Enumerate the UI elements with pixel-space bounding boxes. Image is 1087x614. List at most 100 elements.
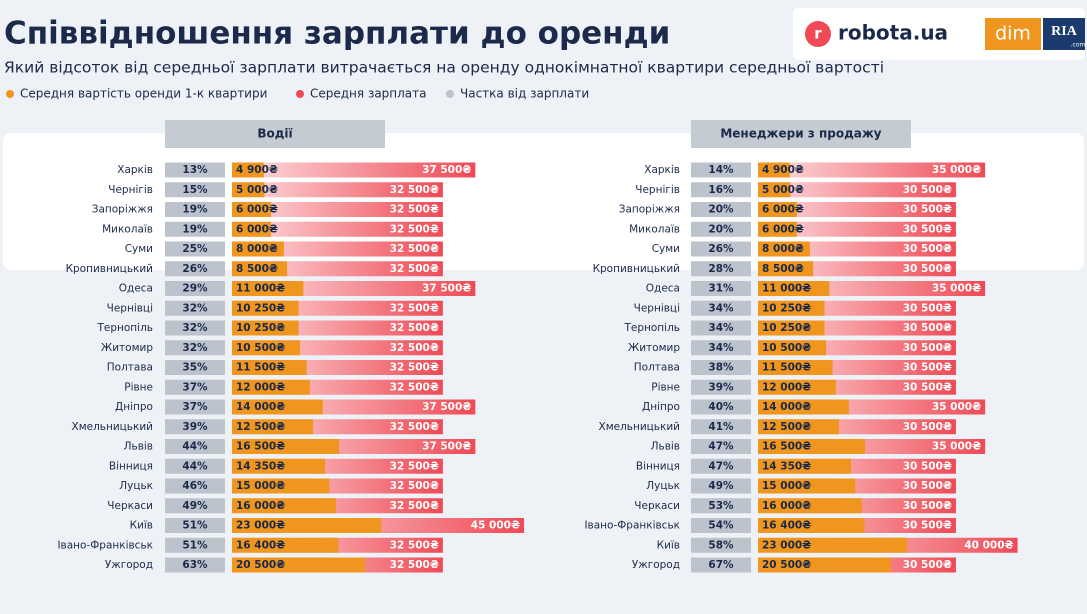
city-label: Рівне <box>124 381 153 393</box>
share-box <box>691 182 751 198</box>
share-label: 34% <box>708 302 734 314</box>
salary-label: 32 500₴ <box>390 460 439 472</box>
city-label: Івано-Франківськ <box>57 539 153 551</box>
salary-label: 30 500₴ <box>903 263 952 275</box>
rent-label: 16 400₴ <box>236 539 285 551</box>
city-label: Чернівці <box>634 302 680 314</box>
salary-label: 32 500₴ <box>390 263 439 275</box>
share-box <box>165 518 225 533</box>
share-box <box>165 281 225 296</box>
rent-bar <box>758 439 866 454</box>
city-label: Ужгород <box>632 559 680 571</box>
rent-label: 10 250₴ <box>762 302 811 314</box>
city-label: Ужгород <box>105 559 153 571</box>
rent-label: 23 000₴ <box>762 539 811 551</box>
panel-title: Менеджери з продажу <box>720 127 881 141</box>
city-label: Житомир <box>101 342 153 354</box>
share-box <box>165 360 225 375</box>
rent-label: 12 500₴ <box>236 421 285 433</box>
rent-bar <box>232 557 366 573</box>
share-box <box>165 439 225 454</box>
robota-icon-text: r <box>814 25 822 43</box>
city-label: Чернівці <box>107 302 153 314</box>
salary-label: 30 500₴ <box>903 302 952 314</box>
share-label: 39% <box>182 421 208 433</box>
rent-label: 14 350₴ <box>236 460 285 472</box>
robota-logo: robota.ua <box>838 21 948 45</box>
panel-header <box>165 120 385 148</box>
rent-bar <box>758 221 797 237</box>
rent-label: 14 000₴ <box>762 401 811 413</box>
share-label: 15% <box>182 184 208 196</box>
city-label: Луцьк <box>646 480 680 492</box>
salary-label: 30 500₴ <box>903 500 952 512</box>
share-box <box>165 340 225 356</box>
ria-logo-box <box>1043 18 1085 50</box>
share-label: 39% <box>708 381 734 393</box>
share-label: 26% <box>708 243 734 255</box>
rent-bar <box>758 202 797 217</box>
city-label: Чернігів <box>635 184 680 196</box>
share-box <box>165 399 225 415</box>
salary-label: 30 500₴ <box>903 381 952 393</box>
salary-label: 32 500₴ <box>390 362 439 374</box>
rent-bar <box>232 320 299 336</box>
share-label: 51% <box>182 539 208 551</box>
share-label: 46% <box>182 480 208 492</box>
rent-label: 16 000₴ <box>236 500 285 512</box>
share-box <box>691 202 751 217</box>
salary-label: 32 500₴ <box>390 539 439 551</box>
share-label: 37% <box>182 381 208 393</box>
city-label: Рівне <box>651 381 680 393</box>
salary-label: 32 500₴ <box>390 223 439 235</box>
salary-label: 30 500₴ <box>903 520 952 532</box>
salary-label: 45 000₴ <box>471 520 520 532</box>
share-label: 58% <box>708 539 734 551</box>
city-label: Кропивницький <box>66 263 153 275</box>
share-box <box>691 162 751 178</box>
rent-label: 15 000₴ <box>762 480 811 492</box>
city-label: Івано-Франківськ <box>584 520 680 532</box>
city-label: Хмельницький <box>599 421 681 433</box>
salary-label: 35 000₴ <box>932 283 981 295</box>
share-box <box>691 281 751 296</box>
city-label: Черкаси <box>107 500 153 512</box>
title: Співвідношення зарплати до оренди <box>4 16 670 52</box>
salary-label: 40 000₴ <box>964 539 1013 551</box>
share-box <box>691 458 751 474</box>
salary-bar <box>758 221 956 237</box>
city-label: Київ <box>657 539 680 551</box>
salary-bar <box>758 202 956 217</box>
city-label: Полтава <box>107 362 153 374</box>
salary-label: 32 500₴ <box>390 302 439 314</box>
ria-logo: RIA <box>1051 24 1078 39</box>
rent-bar <box>232 241 284 257</box>
rent-bar <box>232 498 336 514</box>
share-box <box>165 221 225 237</box>
rent-label: 20 500₴ <box>236 559 285 571</box>
rent-bar <box>758 241 810 257</box>
salary-label: 32 500₴ <box>390 204 439 216</box>
legend-label: Середня вартість оренди 1-к квартири <box>20 87 267 101</box>
rent-label: 16 400₴ <box>762 520 811 532</box>
salary-label: 30 500₴ <box>903 480 952 492</box>
rent-bar <box>758 162 790 178</box>
robota-icon <box>805 21 831 47</box>
share-box <box>691 320 751 336</box>
city-label: Чернігів <box>108 184 153 196</box>
rent-bar <box>758 537 908 553</box>
rent-label: 12 000₴ <box>236 381 285 393</box>
rent-label: 8 000₴ <box>236 243 278 255</box>
rent-label: 15 000₴ <box>236 480 285 492</box>
city-label: Київ <box>130 520 153 532</box>
share-label: 38% <box>708 362 734 374</box>
rent-label: 4 900₴ <box>762 164 804 176</box>
salary-label: 32 500₴ <box>390 421 439 433</box>
city-label: Черкаси <box>634 500 680 512</box>
rent-label: 10 250₴ <box>236 322 285 334</box>
share-box <box>691 261 751 277</box>
share-box <box>691 300 751 316</box>
share-label: 28% <box>708 263 734 275</box>
rent-bar <box>758 498 862 514</box>
rent-label: 11 000₴ <box>762 283 811 295</box>
